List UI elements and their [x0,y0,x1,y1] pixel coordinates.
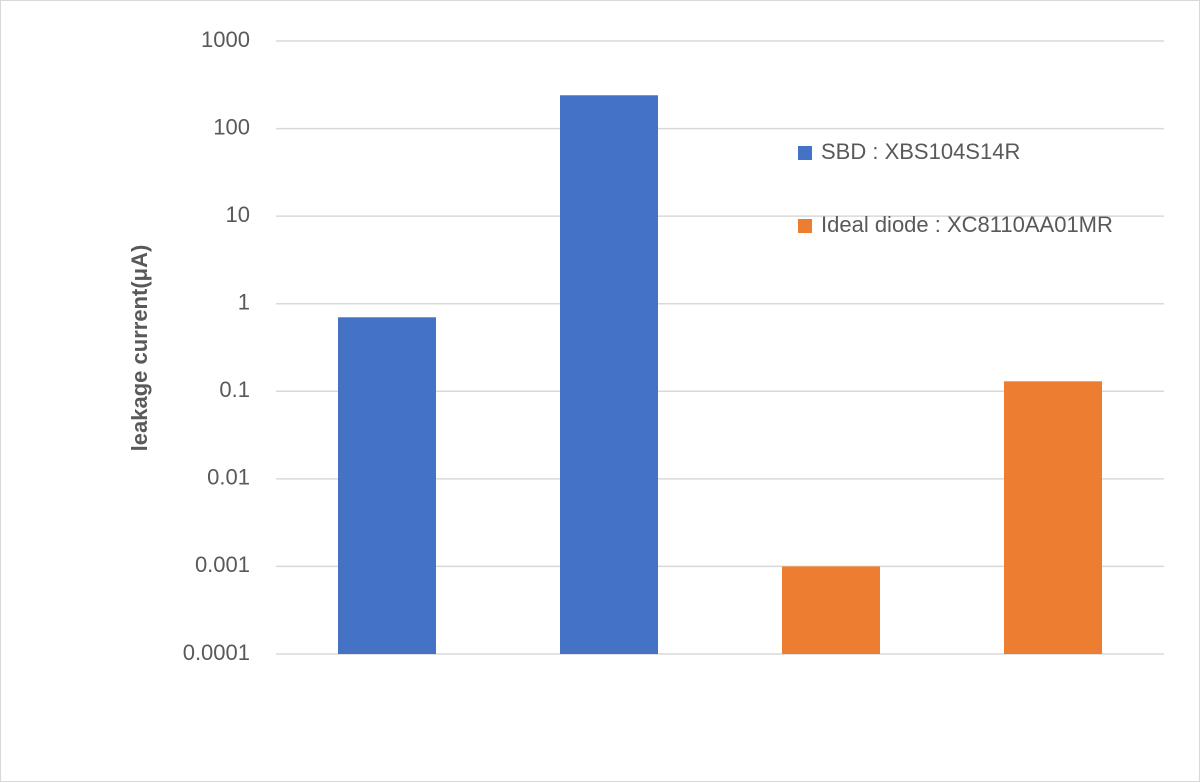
bar [782,566,880,654]
y-tick-labels: 0.0001 0.001 0.01 0.1 1 10 100 1000 [183,27,250,665]
y-tick-label: 0.1 [219,377,250,402]
y-tick-label: 0.01 [207,465,250,490]
y-tick-label: 1000 [201,27,250,52]
legend-label: SBD : XBS104S14R [821,139,1020,164]
bars [338,95,1102,655]
y-tick-label: 100 [213,114,250,139]
y-tick-label: 0.0001 [183,640,250,665]
y-tick-label: 0.001 [195,552,250,577]
bar [560,95,658,655]
y-tick-label: 10 [226,202,250,227]
bar [338,317,436,654]
y-tick-label: 1 [238,290,250,315]
y-axis-title: leakage current(μA) [127,245,152,452]
legend: SBD : XBS104S14R Ideal diode : XC8110AA01… [798,139,1113,237]
legend-swatch [798,146,812,160]
legend-swatch [798,219,812,233]
legend-label: Ideal diode : XC8110AA01MR [821,212,1113,237]
bar [1004,381,1102,654]
